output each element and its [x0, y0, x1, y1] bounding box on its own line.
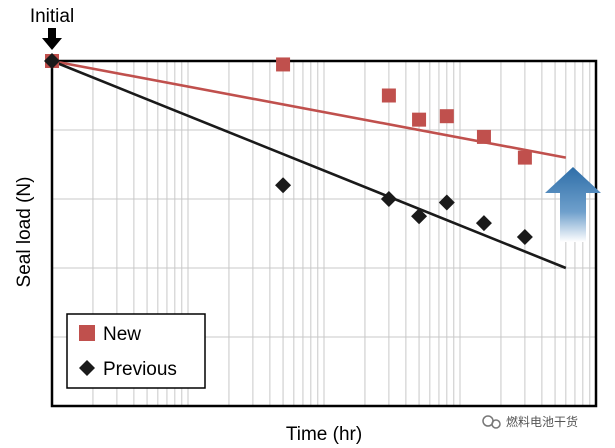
watermark: 燃料电池干货 [482, 414, 578, 429]
watermark-text: 燃料电池干货 [506, 414, 578, 429]
legend-label-new: New [103, 324, 141, 345]
grid-lines [52, 61, 596, 406]
improvement-arrow-icon [545, 167, 601, 242]
legend-diamond-icon [79, 360, 95, 376]
point-previous [411, 208, 428, 225]
point-previous [275, 177, 292, 194]
point-previous [438, 194, 455, 211]
x-axis-label: Time (hr) [286, 424, 362, 445]
trend-line-previous [51, 59, 567, 270]
point-previous [516, 228, 533, 245]
point-new [412, 112, 427, 127]
point-previous [380, 191, 397, 207]
y-axis-label: Seal load (N) [14, 177, 35, 288]
point-new [476, 129, 491, 144]
plot-area [50, 59, 598, 408]
point-new [381, 88, 396, 103]
point-new [517, 150, 532, 165]
legend-label-previous: Previous [103, 359, 177, 380]
trend-lines [51, 59, 567, 270]
data-points [44, 53, 533, 245]
legend: New Previous [66, 313, 206, 389]
point-new [276, 57, 291, 72]
legend-square-icon [79, 325, 95, 341]
initial-annotation: Initial [30, 6, 74, 27]
initial-arrow-icon [42, 28, 62, 50]
point-previous [475, 215, 492, 232]
point-new [439, 109, 454, 124]
point-previous [44, 53, 60, 69]
